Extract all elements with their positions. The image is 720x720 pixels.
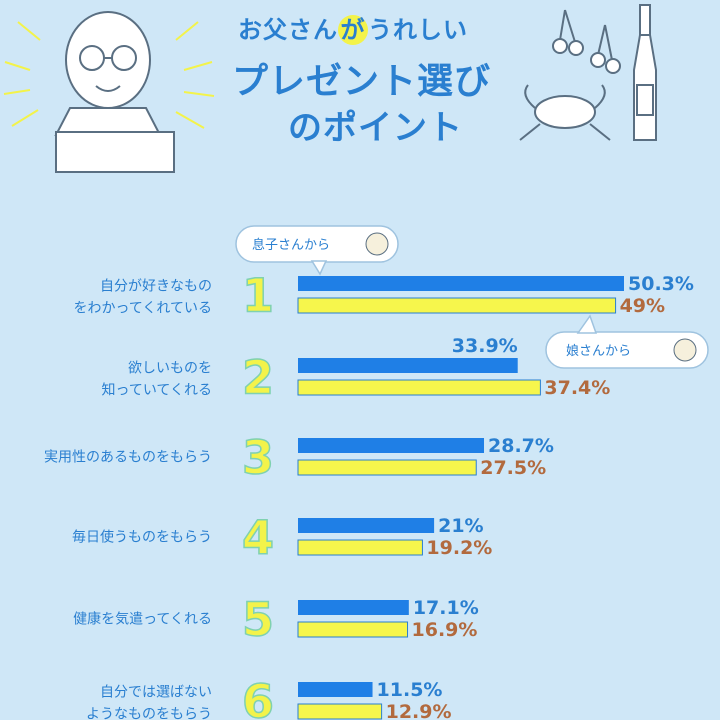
legend-label-daughter: 娘さんから — [566, 344, 631, 359]
category-label: 自分では選ばないようなものをもらう — [86, 685, 212, 720]
value-label-son: 28.7% — [488, 435, 554, 457]
legend-bubble-daughter — [545, 331, 709, 369]
bar-son — [298, 276, 624, 291]
category-label: 健康を気遣ってくれる — [73, 611, 212, 628]
rank-number: 5 — [242, 593, 274, 647]
bar-daughter — [297, 459, 477, 476]
value-label-son: 11.5% — [377, 679, 443, 701]
rank-number: 4 — [242, 511, 274, 565]
bar-daughter — [297, 539, 423, 556]
bar-daughter — [297, 379, 541, 396]
legend-bubble-daughter-tail — [576, 314, 598, 334]
bar-daughter — [297, 703, 383, 720]
bar-daughter — [297, 621, 409, 638]
son-face-icon — [365, 232, 389, 256]
value-label-son: 21% — [438, 515, 483, 537]
title-line-1: お父さんがうれしい — [238, 15, 468, 45]
rank-number: 6 — [242, 675, 274, 720]
rank-number: 2 — [242, 351, 274, 405]
legend-label-son: 息子さんから — [252, 237, 330, 253]
daughter-face-icon — [673, 338, 697, 362]
value-label-son: 33.9% — [452, 335, 518, 357]
bar-daughter — [297, 297, 617, 314]
value-label-daughter: 12.9% — [386, 701, 452, 720]
bar-son — [298, 682, 373, 697]
title-line-2: プレゼント選び — [232, 61, 492, 102]
header: お父さんがうれしい プレゼント選び のポイント — [0, 0, 720, 173]
value-label-daughter: 27.5% — [480, 457, 546, 479]
value-label-daughter: 16.9% — [412, 619, 478, 641]
category-label: 欲しいものを知っていてくれる — [102, 361, 212, 399]
bar-son — [298, 518, 435, 533]
category-label: 毎日使うものをもらう — [72, 529, 212, 546]
gifts-illustration-icon — [519, 4, 657, 141]
rank-number: 3 — [242, 431, 274, 485]
father-illustration-icon — [3, 11, 215, 173]
value-label-daughter: 37.4% — [544, 377, 610, 399]
bar-son — [298, 438, 485, 453]
rank-number: 1 — [242, 269, 274, 323]
category-label: 実用性のあるものをもらう — [44, 450, 212, 466]
title-line-3: のポイント — [288, 108, 463, 148]
value-label-son: 50.3% — [628, 273, 694, 295]
value-label-son: 17.1% — [413, 597, 479, 619]
value-label-daughter: 19.2% — [426, 537, 492, 559]
bar-son — [298, 600, 409, 615]
bar-son — [298, 358, 518, 373]
value-label-daughter: 49% — [620, 295, 665, 317]
legend-bubble-son-tail — [310, 260, 328, 276]
category-label: 自分が好きなものをわかってくれている — [74, 279, 212, 317]
